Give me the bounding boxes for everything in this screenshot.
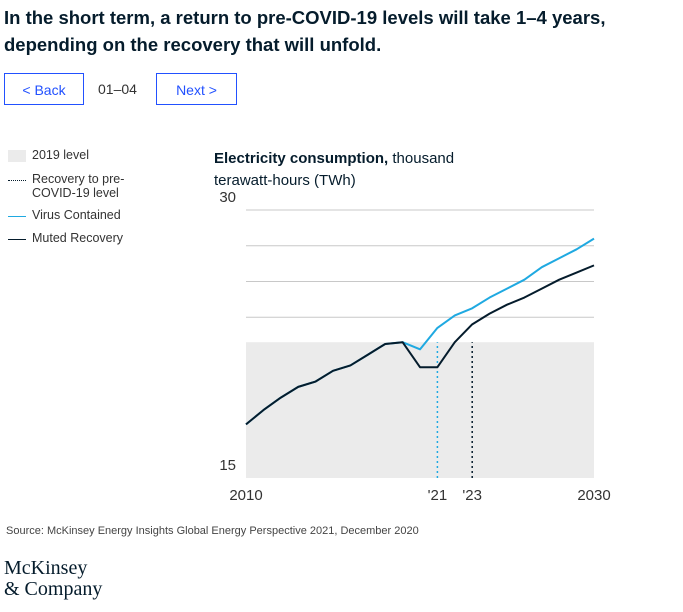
chart: Electricity consumption, thousand terawa…	[214, 150, 611, 504]
source: Source: McKinsey Energy Insights Global …	[6, 525, 419, 537]
back-button[interactable]: < Back	[4, 73, 84, 105]
series-line	[245, 264, 595, 426]
logo-line: & Company	[4, 578, 103, 600]
x-tick-label: '23	[462, 487, 482, 504]
legend-swatch	[8, 239, 26, 240]
y-axis-title-rest: thousand	[392, 150, 454, 167]
logo-line: McKinsey	[4, 557, 88, 579]
legend-swatch	[8, 180, 26, 181]
next-button[interactable]: Next >	[156, 73, 237, 105]
y-tick-label: 30	[219, 189, 236, 206]
legend-label: 2019 level	[32, 148, 89, 162]
legend-item: Virus Contained	[8, 208, 121, 222]
y-axis-title: Electricity consumption, thousand	[214, 150, 454, 167]
legend-item: 2019 level	[8, 148, 89, 162]
legend-label: Recovery to pre-COVID-19 level	[32, 172, 125, 200]
legend-item: Recovery to pre-COVID-19 level	[8, 172, 152, 200]
page-indicator: 01–04	[98, 81, 137, 97]
title: In the short term, a return to pre-COVID…	[4, 7, 606, 55]
y-axis-title-line: terawatt-hours (TWh)	[214, 172, 356, 189]
legend-label: Muted Recovery	[32, 231, 124, 245]
logo: McKinsey & Company	[4, 558, 102, 600]
legend-item: Muted Recovery	[8, 231, 123, 245]
x-tick-label: 2030	[577, 487, 610, 504]
reference-band	[246, 342, 594, 478]
x-tick-label: 2010	[229, 487, 262, 504]
legend-label: Virus Contained	[32, 208, 121, 222]
legend-swatch	[8, 150, 26, 162]
y-tick-label: 15	[219, 457, 236, 474]
y-axis-title-bold: Electricity consumption,	[214, 150, 388, 167]
x-tick-label: '21	[428, 487, 448, 504]
legend-swatch	[8, 216, 26, 217]
